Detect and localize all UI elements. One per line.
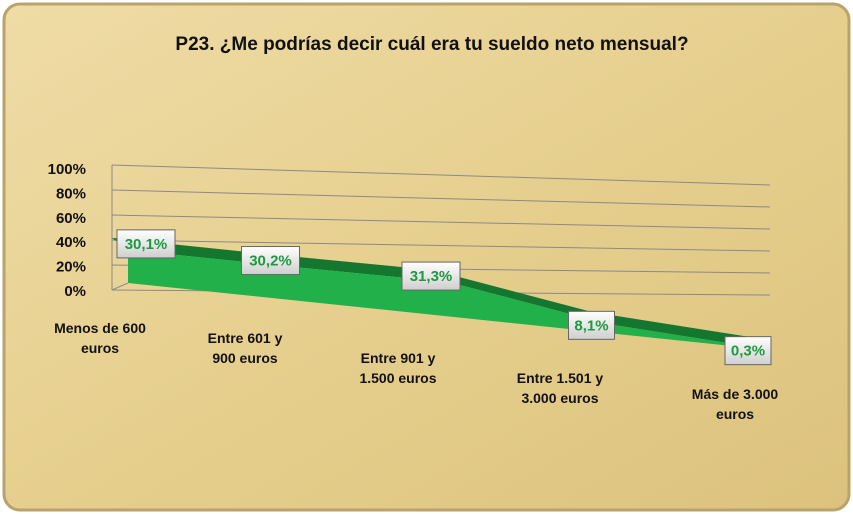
- grid-line: [111, 239, 771, 252]
- x-tick-label: Menos de 600 euros: [54, 320, 146, 356]
- x-tick-label: Entre 901 y 1.500 euros: [359, 350, 437, 386]
- data-label-box: [724, 336, 772, 366]
- data-label-box: [241, 246, 300, 276]
- y-tick-label: 100%: [48, 161, 86, 178]
- data-label: 8,1%: [574, 317, 608, 334]
- data-label: 0,3%: [731, 343, 765, 360]
- y-tick-label: 40%: [56, 234, 86, 251]
- data-label: 30,2%: [249, 252, 292, 269]
- data-label-box: [401, 261, 461, 291]
- data-label: 31,3%: [410, 268, 453, 285]
- axis-line: [111, 282, 129, 291]
- y-tick-label: 80%: [56, 185, 86, 202]
- grid-line: [111, 164, 771, 186]
- x-tick-label: Entre 601 y 900 euros: [207, 330, 283, 366]
- data-label-box: [116, 229, 176, 259]
- y-tick-label: 0%: [64, 283, 86, 300]
- grid-line: [111, 189, 771, 208]
- y-tick-label: 60%: [56, 210, 86, 227]
- x-tick-label: Más de 3.000 euros: [691, 386, 779, 422]
- grid-line: [111, 214, 771, 230]
- x-tick-label: Entre 1.501 y 3.000 euros: [516, 370, 604, 406]
- y-tick-label: 20%: [56, 259, 86, 276]
- data-label: 30,1%: [125, 236, 168, 253]
- chart-title: P23. ¿Me podrías decir cuál era tu sueld…: [175, 34, 688, 55]
- data-label-box: [568, 310, 615, 340]
